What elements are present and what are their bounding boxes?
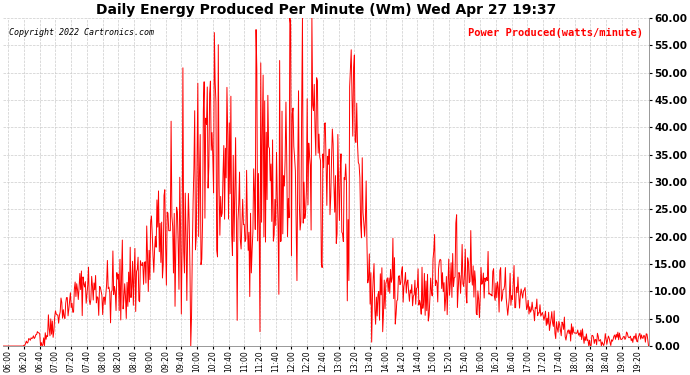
Text: Copyright 2022 Cartronics.com: Copyright 2022 Cartronics.com xyxy=(9,28,155,37)
Title: Daily Energy Produced Per Minute (Wm) Wed Apr 27 19:37: Daily Energy Produced Per Minute (Wm) We… xyxy=(95,3,555,17)
Text: Power Produced(watts/minute): Power Produced(watts/minute) xyxy=(468,28,642,38)
